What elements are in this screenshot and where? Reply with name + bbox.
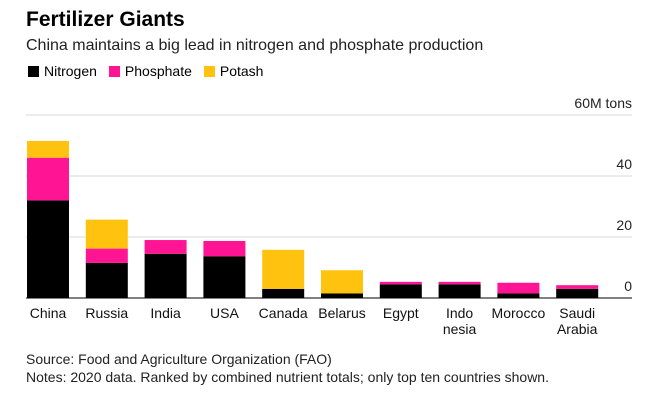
- legend-swatch-phosphate: [108, 65, 120, 77]
- bar-nitrogen-0: [27, 200, 69, 298]
- y-tick-label-2: 40: [616, 156, 632, 172]
- bar-nitrogen-1: [85, 262, 128, 298]
- source-note: Source: Food and Agriculture Organizatio…: [26, 351, 332, 367]
- bar-nitrogen-3: [203, 256, 246, 298]
- bar-potash-0: [27, 140, 69, 158]
- chart-subtitle: China maintains a big lead in nitrogen a…: [26, 37, 484, 54]
- bar-phosphate-2: [144, 240, 187, 254]
- bar-phosphate-0: [27, 157, 69, 201]
- y-tick-label-0: 0: [624, 278, 632, 294]
- bar-nitrogen-9: [556, 288, 599, 298]
- x-tick-label-8: Morocco: [492, 305, 546, 321]
- bar-phosphate-6: [379, 281, 422, 285]
- legend-item-nitrogen: Nitrogen: [28, 63, 97, 79]
- legend-item-phosphate: Phosphate: [108, 63, 192, 79]
- x-tick-label-6: Egypt: [383, 305, 419, 321]
- legend-item-potash: Potash: [203, 63, 264, 79]
- x-tick-label-5: Belarus: [318, 305, 365, 321]
- x-tick-label-3: USA: [210, 305, 239, 321]
- bar-phosphate-9: [556, 285, 599, 289]
- bar-nitrogen-4: [262, 288, 305, 298]
- bar-potash-4: [262, 249, 305, 289]
- x-tick-label-1: Russia: [85, 305, 128, 321]
- legend-label-phosphate: Phosphate: [124, 63, 192, 79]
- y-tick-label-1: 20: [616, 217, 632, 233]
- bar-nitrogen-6: [379, 284, 422, 298]
- bar-nitrogen-8: [497, 293, 540, 298]
- legend-swatch-nitrogen: [28, 65, 39, 77]
- bar-phosphate-7: [438, 281, 481, 285]
- x-tick-label-7: Indo nesia: [443, 305, 477, 337]
- bar-nitrogen-2: [144, 253, 187, 298]
- legend-label-potash: Potash: [219, 63, 264, 79]
- x-tick-label-4: Canada: [259, 305, 308, 321]
- bar-phosphate-8: [497, 282, 540, 294]
- chart-title: Fertilizer Giants: [26, 8, 185, 31]
- bar-nitrogen-5: [321, 293, 363, 298]
- x-tick-label-2: India: [150, 305, 181, 321]
- legend-swatch-potash: [203, 65, 215, 77]
- legend-label-nitrogen: Nitrogen: [44, 63, 97, 79]
- notes-text: Notes: 2020 data. Ranked by combined nut…: [26, 369, 549, 385]
- bar-nitrogen-7: [438, 284, 481, 298]
- bar-phosphate-3: [203, 240, 246, 257]
- bar-potash-1: [85, 219, 128, 249]
- y-tick-label-3: 60M tons: [574, 95, 632, 111]
- legend: Nitrogen Phosphate Potash: [28, 63, 275, 79]
- bar-potash-5: [321, 270, 363, 294]
- x-tick-label-9: Saudi Arabia: [557, 305, 598, 337]
- bar-phosphate-1: [85, 248, 128, 263]
- x-tick-label-0: China: [30, 305, 67, 321]
